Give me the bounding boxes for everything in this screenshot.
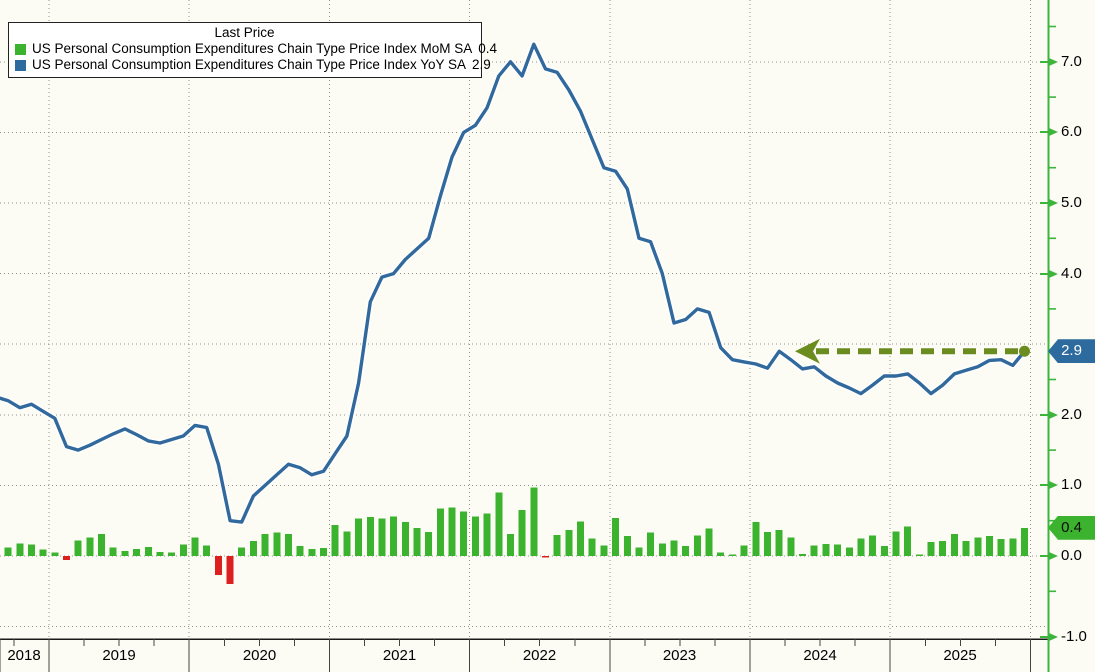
y-axis-tick <box>1040 636 1049 638</box>
y-axis-tick-arrow-icon <box>1049 199 1058 207</box>
y-axis-tick <box>1040 131 1049 134</box>
legend-label-yoy: US Personal Consumption Expenditures Cha… <box>32 57 467 72</box>
y-axis-tick <box>1040 413 1049 416</box>
legend-label-mom: US Personal Consumption Expenditures Cha… <box>32 41 473 56</box>
y-axis-label: 7.0 <box>1061 52 1082 70</box>
y-axis-label: 0.0 <box>1061 547 1082 564</box>
y-axis-tick-arrow-icon <box>1049 128 1058 137</box>
x-axis-label: 2021 <box>382 647 417 664</box>
legend-item-mom[interactable]: US Personal Consumption Expenditures Cha… <box>15 41 497 57</box>
y-axis-label: 6.0 <box>1061 123 1082 141</box>
y-axis-tick-arrow-icon <box>1049 633 1058 641</box>
y-axis-label: -1.0 <box>1061 628 1087 645</box>
legend-value-yoy: 2.9 <box>472 57 491 72</box>
legend-item-yoy[interactable]: US Personal Consumption Expenditures Cha… <box>15 57 491 73</box>
x-axis-label: 2023 <box>662 647 697 664</box>
x-axis-label: 2024 <box>803 647 837 664</box>
mom-last-value-badge[interactable]: 0.4 <box>1048 515 1095 540</box>
x-axis-label: 2022 <box>522 647 557 664</box>
mom-series-swatch-icon <box>15 43 26 55</box>
y-axis-tick <box>1040 484 1049 487</box>
yoy-line-series <box>0 40 1028 526</box>
y-axis-tick <box>1040 272 1049 275</box>
legend-title: Last Price <box>214 25 275 40</box>
y-axis-tick <box>1040 202 1049 204</box>
x-axis-label: 2020 <box>242 647 277 664</box>
y-axis-tick <box>1040 555 1049 557</box>
axes-frame <box>0 0 1056 672</box>
y-axis-tick-arrow-icon <box>1049 269 1058 278</box>
y-axis-tick <box>1040 60 1049 63</box>
level-annotation-arrow <box>795 338 1031 364</box>
y-axis-tick-arrow-icon <box>1049 552 1058 560</box>
y-axis-label: 1.0 <box>1061 476 1082 494</box>
y-axis-label: 2.0 <box>1061 405 1082 423</box>
x-axis-label: 2018 <box>7 647 41 664</box>
y-axis-label: 4.0 <box>1061 264 1082 282</box>
y-axis-tick-arrow-icon <box>1049 57 1058 66</box>
mom-bar-series <box>4 487 1029 585</box>
legend-value-mom: 0.4 <box>478 41 498 56</box>
x-axis-label: 2019 <box>102 647 136 664</box>
y-axis-tick-arrow-icon <box>1049 481 1058 490</box>
y-axis-tick-arrow-icon <box>1049 410 1058 419</box>
y-axis-label: 5.0 <box>1061 194 1082 211</box>
chart-legend: Last Price US Personal Consumption Expen… <box>8 22 497 78</box>
x-axis-label: 2025 <box>943 647 977 664</box>
yoy-last-value-badge[interactable]: 2.9 <box>1048 339 1095 364</box>
yoy-series-swatch-icon <box>15 59 26 71</box>
